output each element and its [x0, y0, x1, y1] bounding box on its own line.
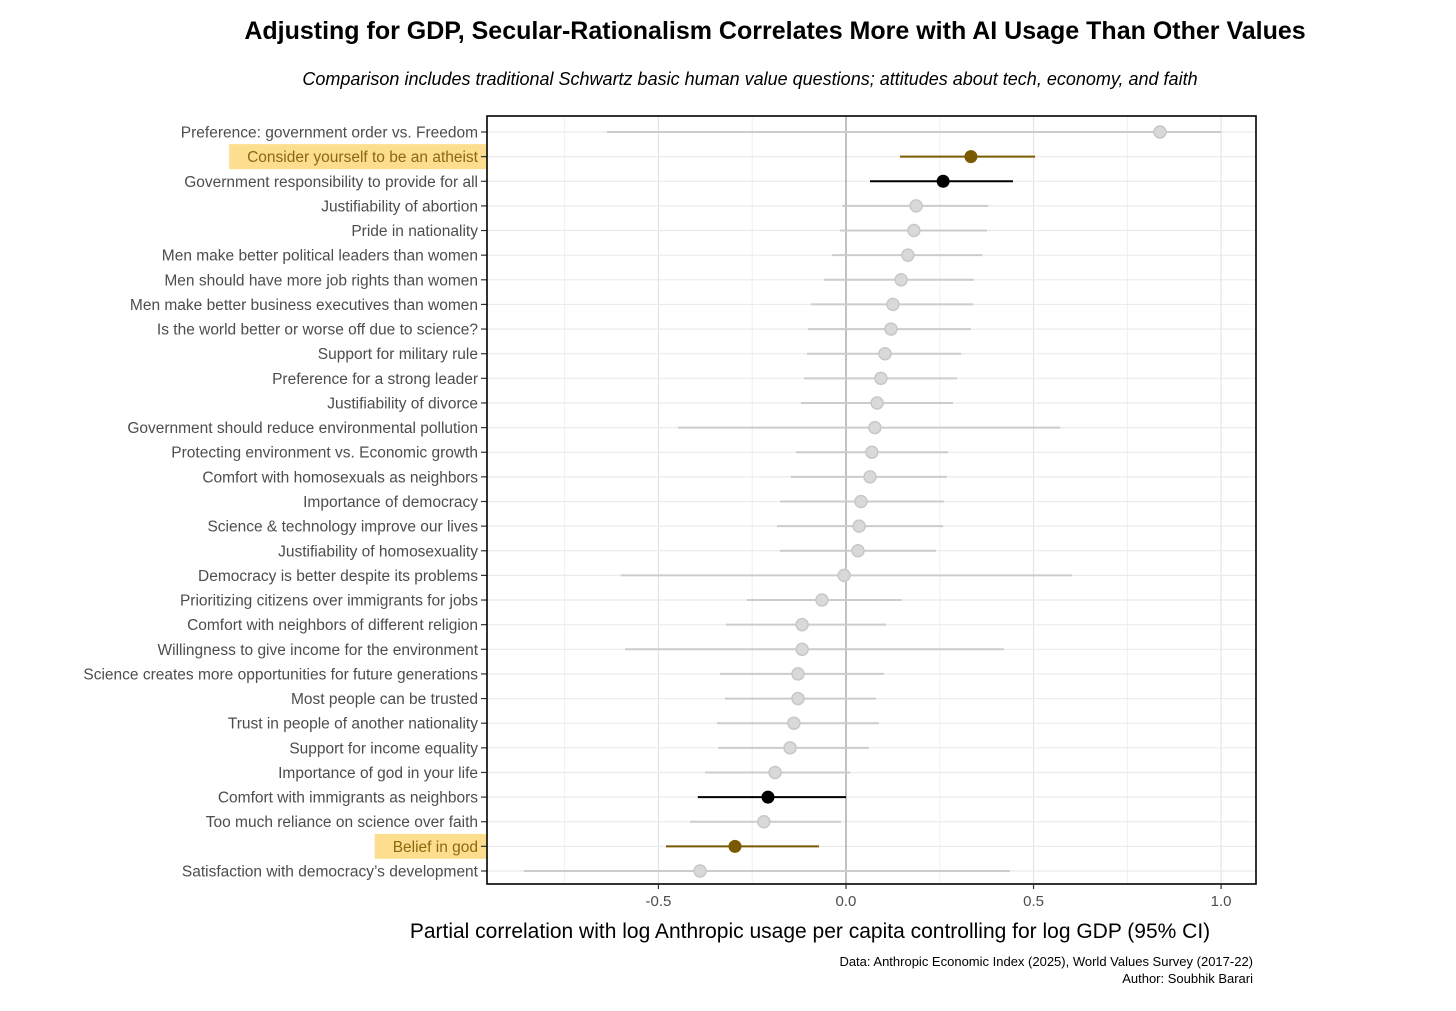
x-tick-label: 0.0 — [836, 893, 857, 910]
point-estimate — [761, 790, 775, 804]
row-label: Satisfaction with democracy’s developmen… — [182, 864, 479, 881]
point-estimate — [728, 839, 742, 853]
row-label: Democracy is better despite its problems — [198, 568, 478, 585]
point-estimate — [768, 765, 782, 780]
point-estimate — [865, 445, 879, 459]
row-label: Science creates more opportunities for f… — [83, 666, 478, 683]
x-tick-label: -0.5 — [646, 893, 672, 910]
point-estimate — [837, 568, 851, 583]
row-label: Justifiability of divorce — [327, 395, 478, 412]
row-label: Comfort with immigrants as neighbors — [218, 790, 478, 807]
row-label: Belief in god — [393, 839, 478, 856]
row-label: Consider yourself to be an atheist — [247, 149, 479, 166]
point-estimate — [868, 420, 882, 435]
row-label: Importance of god in your life — [278, 765, 478, 782]
row-label: Prioritizing citizens over immigrants fo… — [180, 593, 478, 610]
point-estimate — [795, 617, 809, 632]
x-tick-label: 1.0 — [1211, 893, 1232, 910]
row-label: Comfort with homosexuals as neighbors — [202, 469, 478, 486]
row-label: Government should reduce environmental p… — [127, 420, 478, 437]
row-label: Preference: government order vs. Freedom — [181, 125, 478, 142]
row-label: Men make better political leaders than w… — [162, 248, 478, 265]
point-estimate — [852, 519, 866, 533]
chart-subtitle: Comparison includes traditional Schwartz… — [302, 69, 1197, 89]
caption-data-source: Data: Anthropic Economic Index (2025), W… — [839, 954, 1253, 969]
point-estimate — [870, 396, 884, 410]
point-estimate — [854, 494, 868, 509]
row-label: Support for military rule — [318, 346, 478, 363]
point-estimate — [815, 593, 829, 607]
point-estimate — [863, 470, 877, 484]
point-estimate — [693, 864, 707, 878]
point-estimate — [936, 174, 950, 188]
row-label: Importance of democracy — [303, 494, 478, 511]
row-label: Protecting environment vs. Economic grow… — [171, 445, 478, 462]
point-estimate — [884, 322, 898, 336]
point-estimate — [894, 273, 908, 287]
point-estimate — [901, 248, 915, 262]
x-axis-label: Partial correlation with log Anthropic u… — [410, 920, 1210, 943]
row-label: Preference for a strong leader — [272, 371, 478, 388]
row-label: Willingness to give income for the envir… — [158, 642, 479, 659]
point-estimate — [878, 346, 892, 361]
row-label: Government responsibility to provide for… — [184, 174, 478, 191]
row-label: Most people can be trusted — [291, 691, 478, 708]
row-label: Men make better business executives than… — [130, 297, 478, 314]
row-label: Pride in nationality — [351, 223, 478, 240]
point-estimate — [795, 642, 809, 657]
point-estimate — [907, 223, 921, 238]
point-estimate — [851, 544, 865, 558]
point-estimate — [909, 199, 923, 213]
row-label: Justifiability of homosexuality — [278, 543, 478, 560]
row-label: Justifiability of abortion — [321, 198, 478, 215]
point-estimate — [757, 814, 771, 829]
point-estimate — [787, 716, 801, 730]
plot-border — [486, 115, 1257, 885]
chart-title: Adjusting for GDP, Secular-Rationalism C… — [244, 17, 1305, 45]
plot-panel — [487, 116, 1256, 884]
point-estimate — [791, 691, 805, 706]
row-label: Men should have more job rights than wom… — [164, 272, 478, 289]
caption-author: Author: Soubhik Barari — [1122, 971, 1253, 986]
row-label: Is the world better or worse off due to … — [157, 322, 478, 339]
row-label: Support for income equality — [289, 740, 478, 757]
point-estimate — [1153, 125, 1167, 139]
point-estimate — [783, 741, 797, 755]
point-estimate — [964, 150, 978, 164]
row-label: Too much reliance on science over faith — [206, 814, 478, 831]
point-estimate — [791, 667, 805, 681]
row-label: Trust in people of another nationality — [228, 716, 478, 733]
x-tick-label: 0.5 — [1023, 893, 1044, 910]
point-estimate — [874, 371, 888, 386]
row-label: Comfort with neighbors of different reli… — [187, 617, 478, 634]
row-label: Science & technology improve our lives — [207, 519, 478, 536]
point-estimate — [886, 297, 900, 312]
